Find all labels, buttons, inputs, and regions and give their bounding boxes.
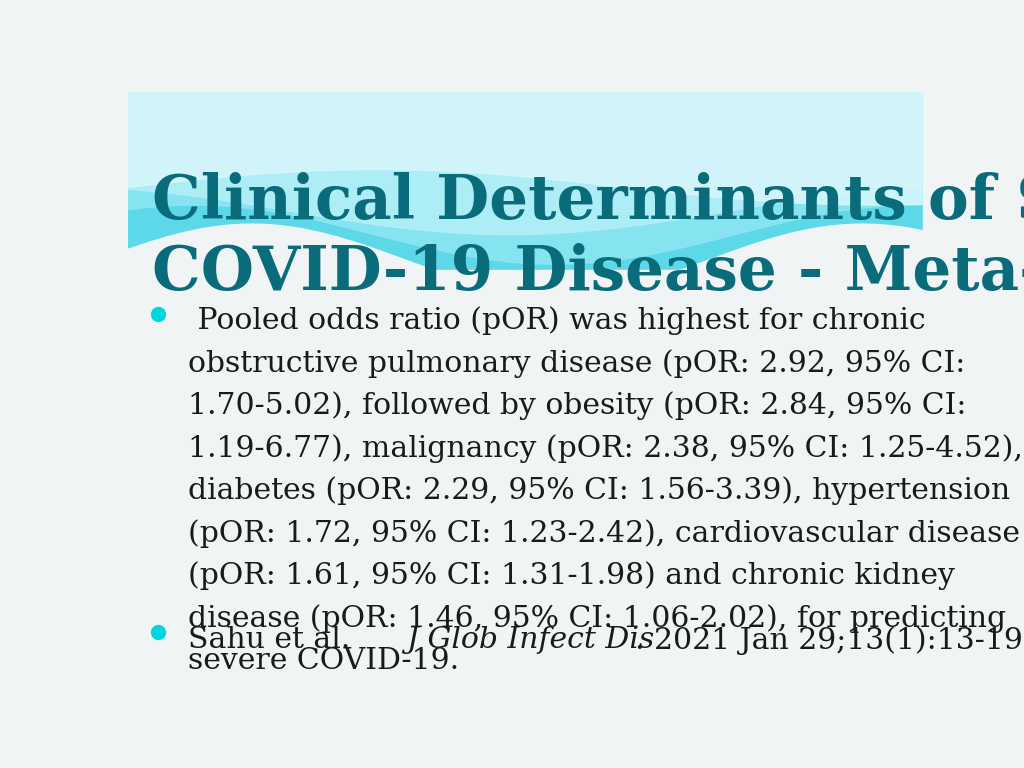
- Text: . 2021 Jan 29;13(1):13-19.: . 2021 Jan 29;13(1):13-19.: [635, 626, 1024, 655]
- Text: J Glob Infect Dis: J Glob Infect Dis: [407, 626, 654, 654]
- FancyBboxPatch shape: [128, 92, 922, 169]
- Text: (pOR: 1.72, 95% CI: 1.23-2.42), cardiovascular disease: (pOR: 1.72, 95% CI: 1.23-2.42), cardiova…: [187, 519, 1020, 548]
- Text: severe COVID-19.: severe COVID-19.: [187, 647, 459, 675]
- Text: Clinical Determinants of Severe: Clinical Determinants of Severe: [152, 172, 1024, 232]
- Text: Sahu et al.: Sahu et al.: [187, 626, 359, 654]
- Text: obstructive pulmonary disease (pOR: 2.92, 95% CI:: obstructive pulmonary disease (pOR: 2.92…: [187, 349, 965, 378]
- Text: Pooled odds ratio (pOR) was highest for chronic: Pooled odds ratio (pOR) was highest for …: [187, 306, 925, 335]
- Text: diabetes (pOR: 2.29, 95% CI: 1.56-3.39), hypertension: diabetes (pOR: 2.29, 95% CI: 1.56-3.39),…: [187, 476, 1010, 505]
- Text: disease (pOR: 1.46, 95% CI: 1.06-2.02), for predicting: disease (pOR: 1.46, 95% CI: 1.06-2.02), …: [187, 604, 1006, 633]
- Text: (pOR: 1.61, 95% CI: 1.31-1.98) and chronic kidney: (pOR: 1.61, 95% CI: 1.31-1.98) and chron…: [187, 561, 954, 591]
- Text: 1.70-5.02), followed by obesity (pOR: 2.84, 95% CI:: 1.70-5.02), followed by obesity (pOR: 2.…: [187, 392, 966, 420]
- Text: COVID-19 Disease - Meta-Analysis: COVID-19 Disease - Meta-Analysis: [152, 243, 1024, 304]
- Text: 1.19-6.77), malignancy (pOR: 2.38, 95% CI: 1.25-4.52),: 1.19-6.77), malignancy (pOR: 2.38, 95% C…: [187, 434, 1023, 463]
